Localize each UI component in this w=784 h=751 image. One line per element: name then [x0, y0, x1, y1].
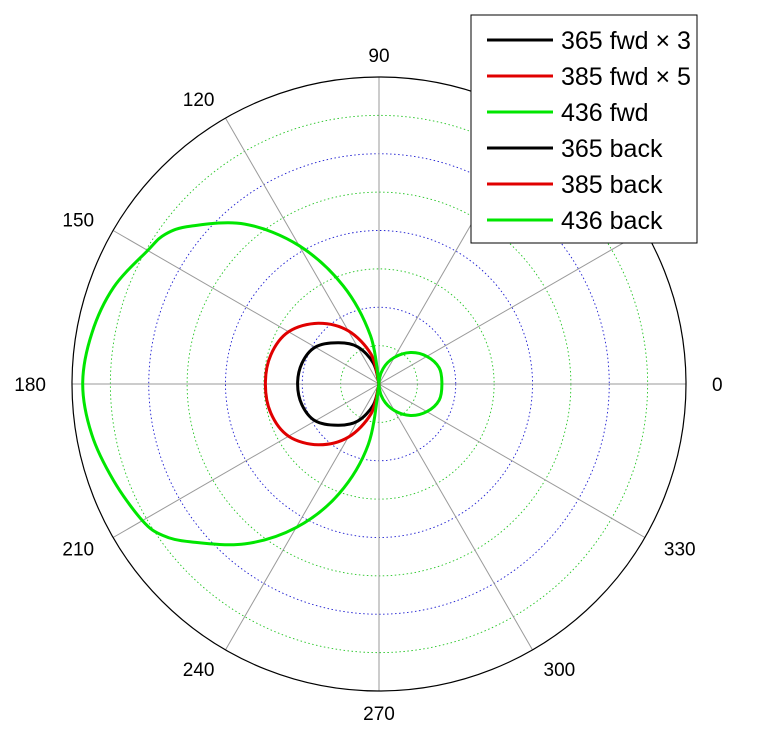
- legend-label: 365 back: [561, 135, 663, 163]
- angle-tick-label: 330: [664, 540, 696, 561]
- angle-tick-label: 150: [62, 211, 94, 232]
- outer-frame: [71, 76, 687, 692]
- angle-tick-label: 300: [544, 660, 576, 681]
- series-line-5: [81, 221, 381, 547]
- angle-tick-label: 210: [62, 540, 94, 561]
- series-line-3: [296, 341, 381, 427]
- legend-label: 436 back: [561, 207, 663, 235]
- legend-box: [470, 14, 698, 244]
- legend-label: 436 fwd: [561, 99, 649, 127]
- angle-tick-labels: 0 90 120 150 180 210 240 270 300 330: [14, 46, 722, 725]
- angle-tick-label: 240: [183, 660, 215, 681]
- legend-label: 385 fwd × 5: [561, 63, 691, 91]
- legend-label: 385 back: [561, 171, 663, 199]
- data-series: [81, 221, 444, 547]
- angle-tick-label: 0: [712, 375, 723, 396]
- series-line-4: [263, 321, 381, 447]
- angle-tick-label: 270: [363, 704, 395, 725]
- legend-label: 365 fwd × 3: [561, 27, 691, 55]
- angle-tick-label: 120: [183, 90, 215, 111]
- angle-tick-label: 180: [14, 375, 46, 396]
- polar-grid: [71, 76, 687, 692]
- legend: 365 fwd × 3 385 fwd × 5 436 fwd 365 back 385…: [470, 14, 698, 244]
- angle-tick-label: 90: [368, 46, 389, 67]
